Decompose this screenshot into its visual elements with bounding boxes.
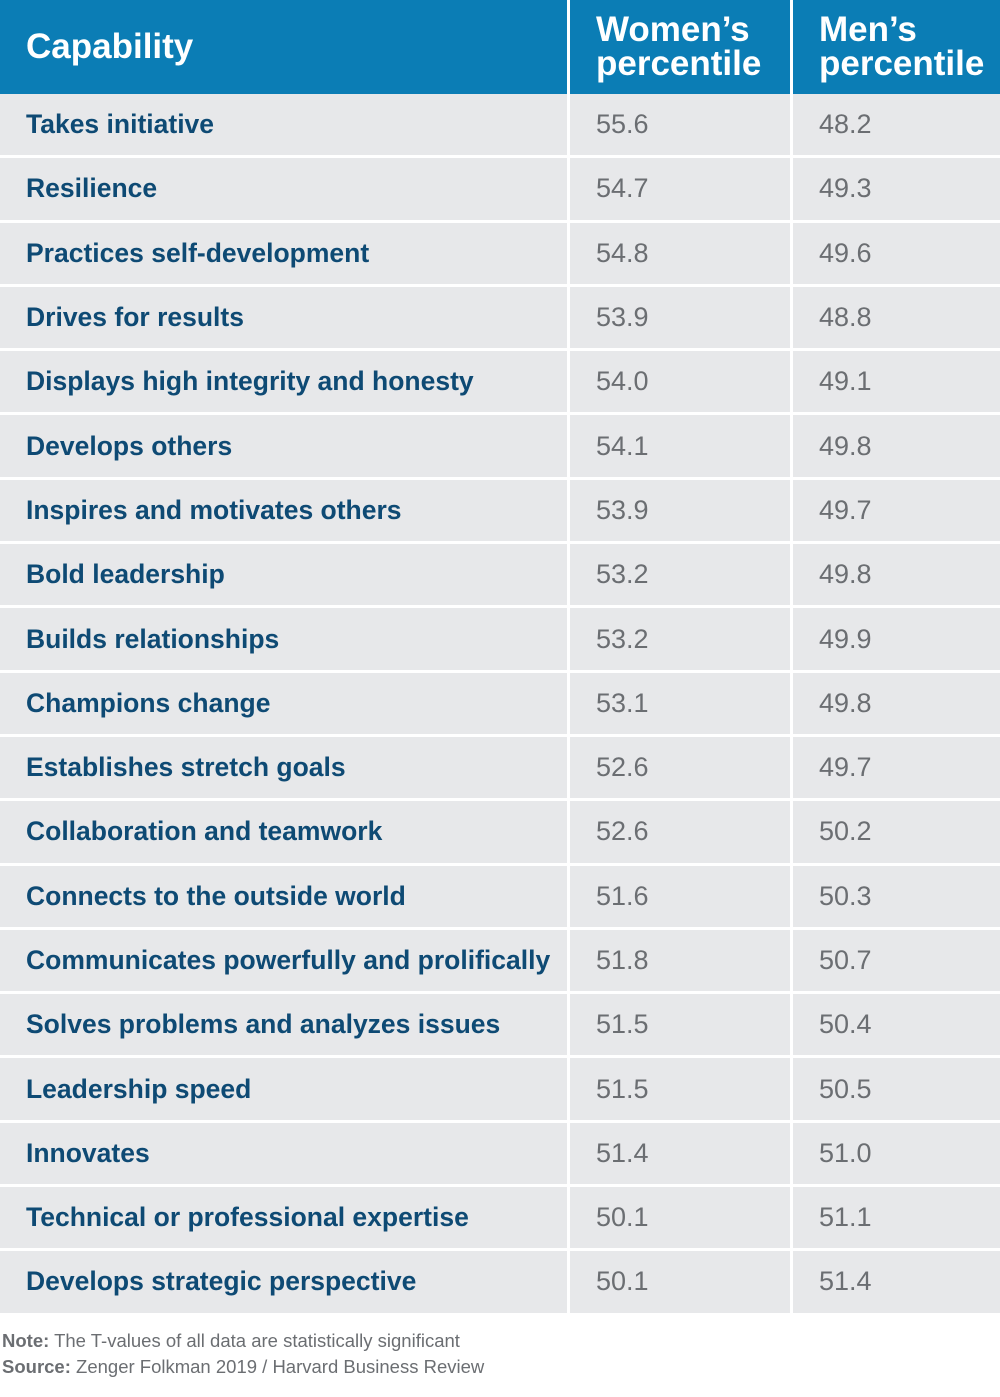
cell-men-percentile: 50.7 xyxy=(790,929,1000,992)
cell-women-percentile: 50.1 xyxy=(567,1187,790,1249)
table-footer: Note: The T-values of all data are stati… xyxy=(2,1328,484,1380)
table-row: Develops others 54.1 49.8 xyxy=(0,415,1000,480)
table-row: Technical or professional expertise 50.1 5… xyxy=(0,1187,1000,1252)
cell-capability: Drives for results xyxy=(26,302,244,333)
table-row: Communicates powerfully and prolifically… xyxy=(0,929,1000,995)
table-row: Practices self-development 54.8 49.6 xyxy=(0,222,1000,287)
cell-capability: Connects to the outside world xyxy=(26,880,406,911)
cell-women-percentile: 53.1 xyxy=(567,672,790,734)
header-men-line1: Men’s xyxy=(819,10,917,49)
cell-capability: Develops strategic perspective xyxy=(26,1266,417,1297)
cell-men-percentile: 50.5 xyxy=(790,1058,1000,1120)
cell-women-percentile: 52.6 xyxy=(567,736,790,799)
note-line: Note: The T-values of all data are stati… xyxy=(2,1328,484,1354)
cell-men-percentile: 49.3 xyxy=(790,158,1000,220)
cell-capability: Builds relationships xyxy=(26,623,280,654)
table-row: Solves problems and analyzes issues 51.5 5… xyxy=(0,994,1000,1059)
table-row: Inspires and motivates others 53.9 49.7 xyxy=(0,479,1000,545)
cell-women-percentile: 54.8 xyxy=(567,222,790,284)
cell-men-percentile: 49.8 xyxy=(790,544,1000,606)
cell-men-percentile: 48.2 xyxy=(790,94,1000,156)
header-women-line2: percentile xyxy=(596,44,762,83)
cell-capability: Resilience xyxy=(26,173,158,204)
cell-capability: Collaboration and teamwork xyxy=(26,816,383,847)
cell-capability: Solves problems and analyzes issues xyxy=(26,1009,501,1040)
cell-women-percentile: 53.2 xyxy=(567,544,790,606)
source-text: Zenger Folkman 2019 / Harvard Business R… xyxy=(70,1356,485,1377)
cell-capability: Innovates xyxy=(26,1137,150,1168)
cell-men-percentile: 49.8 xyxy=(790,672,1000,734)
table-row: Drives for results 53.9 48.8 xyxy=(0,286,1000,352)
cell-women-percentile: 53.9 xyxy=(567,479,790,542)
cell-women-percentile: 54.7 xyxy=(567,158,790,220)
cell-men-percentile: 49.7 xyxy=(790,479,1000,542)
table-body: Takes initiative 55.6 48.2 Resilience 54.7 49… xyxy=(0,94,1000,1316)
cell-men-percentile: 50.4 xyxy=(790,994,1000,1056)
cell-men-percentile: 51.1 xyxy=(790,1187,1000,1249)
cell-men-percentile: 50.3 xyxy=(790,865,1000,927)
header-men-line2: percentile xyxy=(819,44,985,83)
cell-women-percentile: 54.1 xyxy=(567,415,790,477)
cell-women-percentile: 53.2 xyxy=(567,608,790,670)
header-women-line1: Women’s xyxy=(596,10,750,49)
cell-women-percentile: 51.5 xyxy=(567,994,790,1056)
cell-women-percentile: 50.1 xyxy=(567,1251,790,1313)
source-label: Source: xyxy=(2,1356,71,1377)
cell-men-percentile: 49.9 xyxy=(790,608,1000,670)
cell-men-percentile: 48.8 xyxy=(790,286,1000,349)
capability-table: Capability Women’s percentile Men’s perc… xyxy=(0,0,1000,1316)
note-text: The T-values of all data are statistical… xyxy=(49,1330,460,1351)
cell-men-percentile: 49.6 xyxy=(790,222,1000,284)
cell-capability: Practices self-development xyxy=(26,237,370,268)
table-row: Bold leadership 53.2 49.8 xyxy=(0,544,1000,609)
cell-capability: Develops others xyxy=(26,430,233,461)
cell-men-percentile: 49.8 xyxy=(790,415,1000,477)
cell-women-percentile: 51.8 xyxy=(567,929,790,992)
cell-men-percentile: 51.4 xyxy=(790,1251,1000,1313)
cell-women-percentile: 51.4 xyxy=(567,1122,790,1185)
cell-capability: Technical or professional expertise xyxy=(26,1202,469,1233)
header-capability: Capability xyxy=(26,27,194,66)
cell-women-percentile: 51.6 xyxy=(567,865,790,927)
cell-women-percentile: 52.6 xyxy=(567,801,790,863)
cell-men-percentile: 49.7 xyxy=(790,736,1000,799)
cell-capability: Leadership speed xyxy=(26,1073,252,1104)
table-row: Leadership speed 51.5 50.5 xyxy=(0,1058,1000,1123)
note-label: Note: xyxy=(2,1330,50,1351)
table-row: Takes initiative 55.6 48.2 xyxy=(0,94,1000,159)
table-row: Displays high integrity and honesty 54.0 4… xyxy=(0,351,1000,416)
table-row: Innovates 51.4 51.0 xyxy=(0,1122,1000,1188)
table-header: Capability Women’s percentile Men’s perc… xyxy=(0,0,1000,94)
cell-capability: Communicates powerfully and prolifically xyxy=(26,945,551,975)
table-row: Builds relationships 53.2 49.9 xyxy=(0,608,1000,673)
table-row: Develops strategic perspective 50.1 51.4 xyxy=(0,1251,1000,1316)
cell-capability: Champions change xyxy=(26,687,271,718)
table-row: Connects to the outside world 51.6 50.3 xyxy=(0,865,1000,930)
cell-women-percentile: 54.0 xyxy=(567,351,790,413)
table-row: Champions change 53.1 49.8 xyxy=(0,672,1000,737)
table-row: Collaboration and teamwork 52.6 50.2 xyxy=(0,801,1000,866)
cell-women-percentile: 51.5 xyxy=(567,1058,790,1120)
cell-capability: Takes initiative xyxy=(26,109,215,140)
cell-capability: Displays high integrity and honesty xyxy=(26,366,474,397)
cell-men-percentile: 50.2 xyxy=(790,801,1000,863)
cell-women-percentile: 55.6 xyxy=(567,94,790,156)
cell-capability: Bold leadership xyxy=(26,559,225,590)
table-row: Establishes stretch goals 52.6 49.7 xyxy=(0,736,1000,802)
cell-men-percentile: 51.0 xyxy=(790,1122,1000,1185)
cell-capability: Establishes stretch goals xyxy=(26,752,346,783)
table-row: Resilience 54.7 49.3 xyxy=(0,158,1000,223)
source-line: Source: Zenger Folkman 2019 / Harvard Bu… xyxy=(2,1354,484,1380)
header-men: Men’s percentile xyxy=(790,0,1000,94)
cell-capability: Inspires and motivates others xyxy=(26,494,402,525)
cell-men-percentile: 49.1 xyxy=(790,351,1000,413)
header-women: Women’s percentile xyxy=(567,0,790,94)
cell-women-percentile: 53.9 xyxy=(567,286,790,349)
